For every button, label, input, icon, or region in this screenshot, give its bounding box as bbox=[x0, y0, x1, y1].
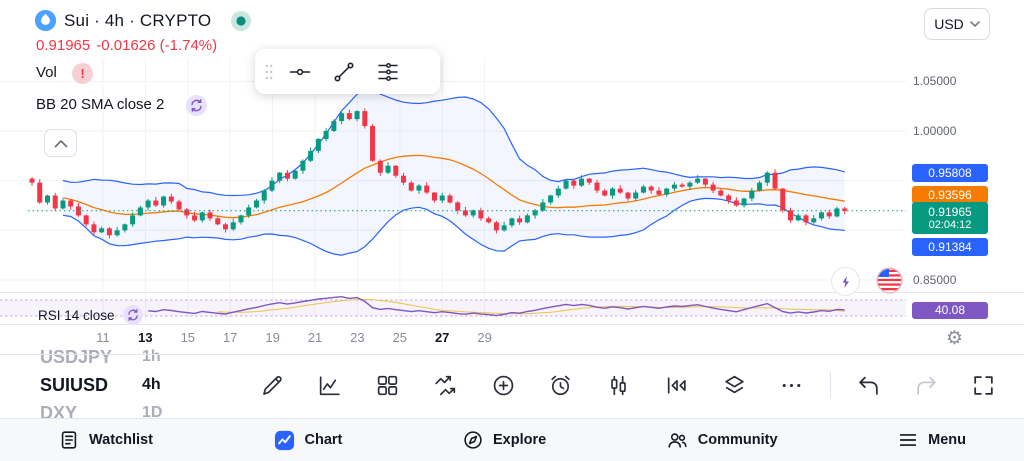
lightning-icon[interactable] bbox=[831, 267, 860, 296]
rsi-loading-icon[interactable] bbox=[122, 305, 143, 325]
trend-line-icon[interactable] bbox=[323, 53, 365, 91]
nav-label: Explore bbox=[492, 432, 547, 448]
watchlist-ticker-usdjpy[interactable]: USDJPY 1h bbox=[40, 346, 161, 367]
indicator-price-badge: 0.91384 bbox=[912, 237, 988, 256]
nav-chart[interactable]: Chart bbox=[273, 429, 343, 452]
bottom-navigation: Watchlist Chart Explore Community bbox=[0, 418, 1024, 461]
chevron-up-icon bbox=[54, 139, 67, 147]
draw-icon[interactable] bbox=[252, 363, 292, 407]
price-row: 0.91965 -0.01626 (-1.74%) bbox=[36, 37, 223, 54]
toolbar-separator bbox=[829, 372, 831, 398]
watchlist-icon bbox=[61, 431, 77, 449]
current-price-badge: 0.91965 02:04:12 bbox=[912, 201, 988, 234]
candles-icon[interactable] bbox=[599, 363, 639, 407]
nav-watchlist[interactable]: Watchlist bbox=[58, 429, 153, 451]
watchlist-ticker-suiusd[interactable]: SUIUSD 4h bbox=[40, 374, 161, 395]
nav-label: Chart bbox=[304, 432, 343, 448]
price-scale-label: 1.05000 bbox=[913, 74, 957, 89]
parallel-lines-icon[interactable] bbox=[367, 53, 409, 91]
chart-icon bbox=[274, 430, 294, 450]
replay-icon[interactable] bbox=[656, 363, 696, 407]
bb-loading-icon[interactable] bbox=[186, 95, 207, 116]
bb-indicator-label[interactable]: BB 20 SMA close 2 bbox=[36, 96, 165, 113]
fullscreen-icon[interactable] bbox=[964, 363, 1004, 407]
indicator-price-badge: 0.95808 bbox=[912, 163, 988, 182]
community-icon bbox=[668, 433, 687, 448]
add-icon[interactable] bbox=[483, 363, 523, 407]
chart-toolbar bbox=[252, 362, 1004, 408]
date-tick: 27 bbox=[434, 330, 450, 345]
redo-icon[interactable] bbox=[906, 363, 946, 407]
price-scale-label: 0.85000 bbox=[913, 272, 957, 287]
us-flag-icon[interactable] bbox=[876, 267, 903, 294]
layouts-icon[interactable] bbox=[368, 363, 408, 407]
date-tick: 23 bbox=[350, 330, 365, 345]
volume-indicator-label[interactable]: Vol bbox=[36, 64, 57, 81]
collapse-legend-button[interactable] bbox=[44, 129, 77, 157]
currency-value: USD bbox=[934, 16, 964, 32]
date-tick: 29 bbox=[477, 330, 492, 345]
objects-icon[interactable] bbox=[714, 363, 754, 407]
date-tick: 17 bbox=[222, 330, 238, 345]
symbol-title[interactable]: Sui · 4h · CRYPTO bbox=[64, 11, 212, 30]
gear-icon[interactable]: ⚙ bbox=[946, 328, 964, 349]
undo-icon[interactable] bbox=[848, 363, 888, 407]
floating-drawing-toolbar[interactable] bbox=[255, 49, 440, 94]
watchlist-ticker-dxy[interactable]: DXY 1D bbox=[40, 402, 163, 423]
date-tick: 15 bbox=[180, 330, 196, 345]
explore-icon bbox=[464, 431, 482, 449]
sui-logo bbox=[34, 9, 57, 32]
nav-label: Menu bbox=[928, 432, 966, 448]
price-change: -0.01626 (-1.74%) bbox=[96, 37, 218, 54]
vol-error-icon[interactable]: ! bbox=[72, 63, 93, 84]
nav-menu[interactable]: Menu bbox=[897, 429, 966, 451]
menu-icon bbox=[899, 434, 917, 446]
date-tick: 25 bbox=[392, 330, 408, 345]
more-icon[interactable] bbox=[772, 363, 812, 407]
market-status-icon bbox=[231, 11, 251, 31]
rsi-indicator-label[interactable]: RSI 14 close bbox=[38, 307, 115, 323]
date-tick: 13 bbox=[138, 330, 153, 345]
rsi-value-badge: 40.08 bbox=[912, 302, 988, 319]
currency-selector[interactable]: USD bbox=[924, 8, 990, 40]
nav-label: Watchlist bbox=[89, 432, 153, 448]
date-tick: 21 bbox=[307, 330, 323, 345]
date-tick: 19 bbox=[265, 330, 280, 345]
compare-icon[interactable] bbox=[425, 363, 465, 407]
indicators-icon[interactable] bbox=[310, 363, 350, 407]
indicator-price-badge: 0.93596 bbox=[912, 185, 988, 204]
nav-community[interactable]: Community bbox=[666, 429, 778, 451]
chevron-down-icon bbox=[969, 20, 980, 27]
nav-explore[interactable]: Explore bbox=[462, 429, 546, 451]
horizontal-line-icon[interactable] bbox=[279, 53, 321, 91]
alert-icon[interactable] bbox=[541, 363, 581, 407]
nav-label: Community bbox=[697, 432, 778, 448]
drag-handle[interactable] bbox=[261, 60, 277, 84]
divider bbox=[0, 354, 1024, 355]
date-tick: 11 bbox=[96, 330, 110, 345]
last-price: 0.91965 bbox=[36, 37, 91, 54]
price-scale-label: 1.00000 bbox=[913, 124, 957, 138]
